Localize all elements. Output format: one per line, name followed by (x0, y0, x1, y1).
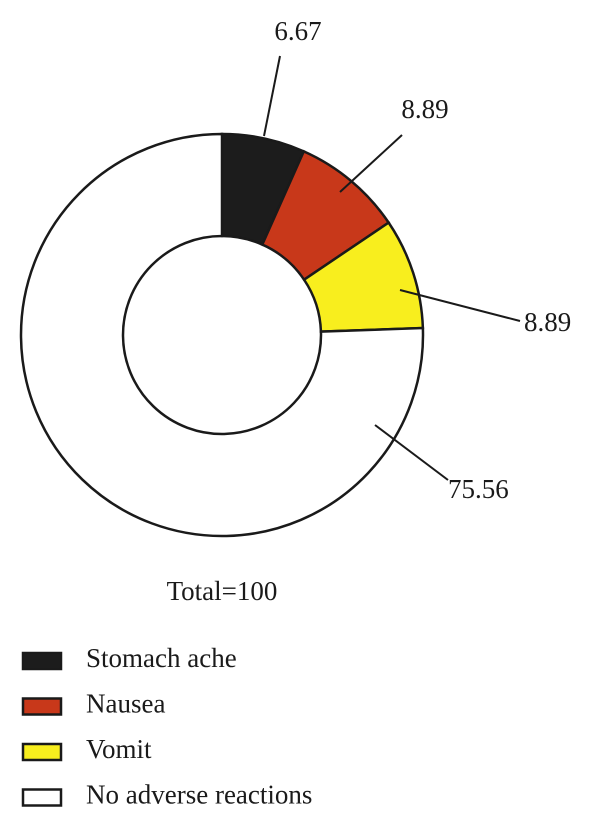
donut-slice (19, 132, 425, 538)
data-label: 6.67 (274, 16, 321, 46)
legend-label: Nausea (86, 689, 165, 719)
legend-swatch (21, 697, 63, 716)
leader-line (374, 424, 449, 481)
legend-swatch (21, 651, 63, 671)
leader-line (399, 289, 521, 322)
legend-swatch (21, 788, 63, 807)
legend-label: Vomit (86, 734, 152, 764)
legend-swatch (21, 742, 63, 762)
legend-label: Stomach ache (86, 643, 237, 673)
total-annotation: Total=100 (167, 576, 278, 606)
leader-line (263, 55, 281, 137)
legend-label: No adverse reactions (86, 780, 312, 810)
data-label: 75.56 (448, 474, 509, 504)
leader-line (339, 134, 403, 193)
data-label: 8.89 (401, 94, 448, 124)
data-label: 8.89 (524, 307, 571, 337)
